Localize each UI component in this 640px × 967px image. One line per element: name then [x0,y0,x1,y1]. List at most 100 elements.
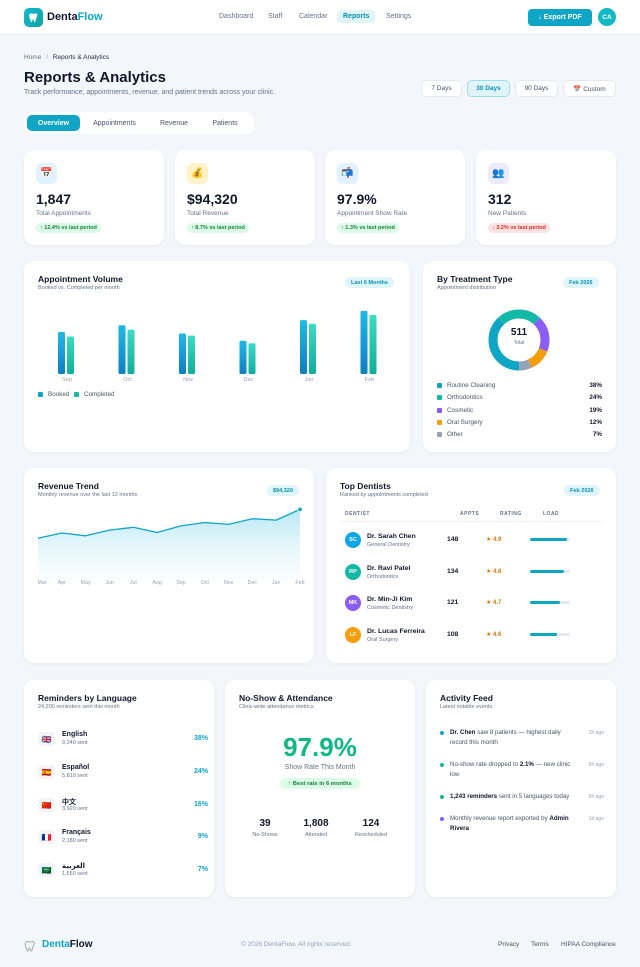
treatment-donut-chart [488,309,550,371]
col-header-dentist: DENTIST [345,511,370,517]
range-90-days[interactable]: 90 Days [515,80,558,97]
month-pill[interactable]: Feb 2026 [563,277,599,288]
load-bar [530,570,570,573]
card-title: Revenue Trend [38,481,99,491]
legend-label: Booked [48,391,70,398]
breadcrumb-separator: / [46,54,48,61]
x-tick-label: Mar [37,580,46,586]
x-tick-label: Dec [244,377,254,383]
nav-calendar[interactable]: Calendar [299,13,328,20]
kpi-value: 97.9% [337,191,377,207]
nav-settings[interactable]: Settings [386,13,412,20]
nav-reports[interactable]: Reports [337,10,376,23]
stat-label: Rescheduled [354,832,388,838]
stat-value: 39 [259,818,271,829]
tooth-logo-icon[interactable] [24,8,43,27]
load-bar [530,538,570,541]
spain-flag-icon: 🇪🇸 [38,765,55,779]
card-subtitle: Monthly revenue over the last 12 months [38,492,138,498]
revenue-trend-chart: Mar Apr May Jun Jul Aug Sep Oct Nov Dec Jan Feb [37,506,305,586]
export-pdf-button[interactable]: ↓ Export PDF [528,9,592,26]
dentist-name: Dr. Min-Ji Kim [367,596,413,603]
load-bar-fill [530,538,567,541]
kpi-change-badge: ↑ 1.3% vs last period [337,223,399,233]
range-custom[interactable]: 📅 Custom [563,80,616,97]
activity-time: 5h ago [588,762,604,768]
activity-text: No-show rate dropped to 2.1% — new clini… [450,760,575,780]
language-percent: 24% [193,768,208,775]
appointment-count: 108 [447,631,459,638]
footer-link-hipaa[interactable]: HIPAA Compliance [561,941,616,948]
legend-swatch [437,408,442,413]
legend-completed: Completed [74,391,114,398]
dentist-specialty: Orthodontics [367,574,399,580]
list-item: 🇸🇦 العربية 1,650 sent 7% [38,861,208,887]
footer-link-terms[interactable]: Terms [531,941,549,948]
legend-label: Routine Cleaning [447,382,496,389]
appointment-count: 134 [447,568,459,575]
activity-time: 6h ago [588,794,604,800]
range-pill[interactable]: Last 6 Months [345,277,394,288]
x-tick-label: Jan [305,377,314,383]
legend-percent: 19% [589,407,602,414]
tab-appointments[interactable]: Appointments [93,119,136,127]
bar-booked-jan [300,320,307,374]
nav-dashboard[interactable]: Dashboard [219,13,254,20]
x-tick-label: Feb [295,580,304,586]
language-percent: 38% [193,735,208,742]
appointment-count: 148 [447,536,459,543]
card-title: No-Show & Attendance [239,693,333,703]
user-avatar[interactable]: CA [598,8,616,26]
mailbox-icon: 📬 [337,163,358,184]
language-percent: 9% [197,833,208,840]
table-row[interactable]: LF Dr. Lucas Ferreira Oral Surgery 108 ★… [340,623,602,653]
month-pill[interactable]: Feb 2026 [564,485,600,496]
nav-staff[interactable]: Staff [268,13,283,20]
footer-link-privacy[interactable]: Privacy [498,941,520,948]
top-navigation-bar: DentaFlow Dashboard Staff Calendar Repor… [0,0,640,35]
france-flag-icon: 🇫🇷 [38,830,55,844]
range-30-days[interactable]: 30 Days [467,80,510,97]
tab-revenue[interactable]: Revenue [159,119,189,127]
report-tabs: Overview Appointments Revenue Patients [24,112,254,134]
legend-label: Oral Surgery [447,419,483,426]
legend-percent: 38% [589,382,602,389]
breadcrumb-home[interactable]: Home [24,54,42,61]
legend-percent: 7% [592,431,602,438]
treatment-type-card: By Treatment Type Appointment distributi… [423,261,616,452]
tab-overview[interactable]: Overview [27,115,80,131]
legend-swatch [74,392,79,397]
revenue-trend-card: Revenue Trend Monthly revenue over the l… [24,468,314,663]
range-7-days[interactable]: 7 Days [421,80,462,97]
dentist-name: Dr. Lucas Ferreira [367,628,425,635]
table-row[interactable]: SC Dr. Sarah Chen General Dentistry 148 … [340,528,602,558]
kpi-total-appointments: 📅 1,847 Total Appointments ↑ 12.4% vs la… [24,150,164,245]
language-name: العربية [62,863,86,870]
dentist-name: Dr. Sarah Chen [367,533,416,540]
table-row[interactable]: RP Dr. Ravi Patel Orthodontics 134 ★ 4.8 [340,560,602,590]
table-row[interactable]: MK Dr. Min-Ji Kim Cosmetic Dentistry 121… [340,591,602,621]
bar-completed-dec [248,343,256,374]
avatar: RP [345,564,361,580]
avatar: LF [345,627,361,643]
x-tick-label: Oct [201,580,210,586]
x-tick-label: Feb [365,377,374,383]
activity-text-pre: Monthly revenue report exported by [450,815,550,822]
revenue-last-point [297,506,303,513]
legend-swatch [437,395,442,400]
kpi-change-badge: ↑ 12.4% vs last period [36,223,101,233]
activity-text-post: — new clinic low [450,761,571,778]
tab-patients[interactable]: Patients [212,119,238,127]
calendar-icon: 📅 [36,163,57,184]
legend-item: Cosmetic [437,407,473,414]
x-tick-label: Sep [176,580,185,586]
legend-swatch [437,432,442,437]
x-tick-label: Nov [183,377,193,383]
legend-percent: 12% [589,419,602,426]
language-name: 中文 [62,799,76,806]
brand-name[interactable]: DentaFlow [47,11,103,23]
x-tick-label: May [81,580,91,586]
language-name: English [62,731,88,738]
revenue-area-fill [38,509,300,580]
card-subtitle: Clinic-wide attendance metrics [239,704,314,710]
